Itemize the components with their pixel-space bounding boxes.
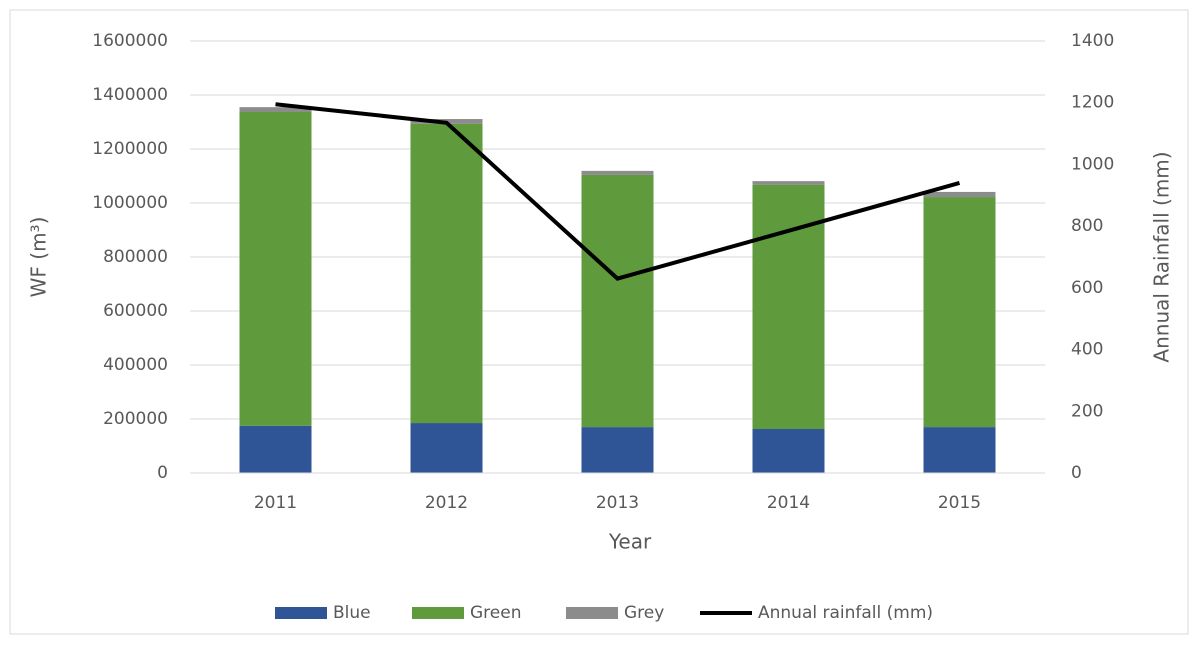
legend-label: Annual rainfall (mm) — [758, 603, 933, 623]
x-tick-label: 2011 — [254, 493, 297, 513]
bar — [239, 107, 312, 113]
y-tick-label: 1600000 — [92, 31, 168, 51]
y-tick-label: 800000 — [103, 247, 168, 267]
y-tick-label: 200000 — [103, 409, 168, 429]
bar — [581, 174, 654, 428]
legend-label: Green — [470, 603, 521, 623]
y-tick-label: 0 — [157, 463, 168, 483]
line — [275, 102, 961, 281]
y-tick-label: 1200000 — [92, 139, 168, 159]
bar — [923, 191, 996, 198]
y-tick-label: 400000 — [103, 355, 168, 375]
y-tick-label: 600000 — [103, 301, 168, 321]
x-tick-label: 2014 — [767, 493, 810, 513]
y2-axis-label: Annual Rainfall (mm) — [1150, 151, 1174, 362]
bar — [752, 181, 825, 185]
x-tick-label: 2013 — [596, 493, 639, 513]
y2-tick-label: 200 — [1071, 401, 1103, 421]
y2-tick-label: 400 — [1071, 340, 1103, 360]
y-tick-label: 1400000 — [92, 85, 168, 105]
y-axis-label: WF (m³) — [27, 217, 51, 298]
bar — [239, 112, 312, 426]
x-axis-label: Year — [608, 530, 652, 554]
y2-tick-label: 600 — [1071, 278, 1103, 298]
legend-swatch — [275, 607, 327, 619]
bar — [752, 428, 825, 473]
legend-label: Grey — [624, 603, 664, 623]
bar — [410, 123, 483, 424]
bar — [923, 427, 996, 473]
y2-tick-label: 800 — [1071, 216, 1103, 236]
y2-tick-label: 1200 — [1071, 93, 1114, 113]
legend-label: Blue — [333, 603, 371, 623]
y2-tick-label: 1400 — [1071, 31, 1114, 51]
bar — [923, 197, 996, 428]
y2-tick-label: 1000 — [1071, 154, 1114, 174]
bar — [752, 184, 825, 429]
bar — [410, 423, 483, 473]
y-tick-label: 1000000 — [92, 193, 168, 213]
bar — [581, 170, 654, 175]
bar — [239, 425, 312, 473]
bar — [581, 427, 654, 473]
x-tick-label: 2015 — [938, 493, 981, 513]
legend-swatch — [412, 607, 464, 619]
x-tick-label: 2012 — [425, 493, 468, 513]
y2-tick-label: 0 — [1071, 463, 1082, 483]
legend-swatch — [566, 607, 618, 619]
